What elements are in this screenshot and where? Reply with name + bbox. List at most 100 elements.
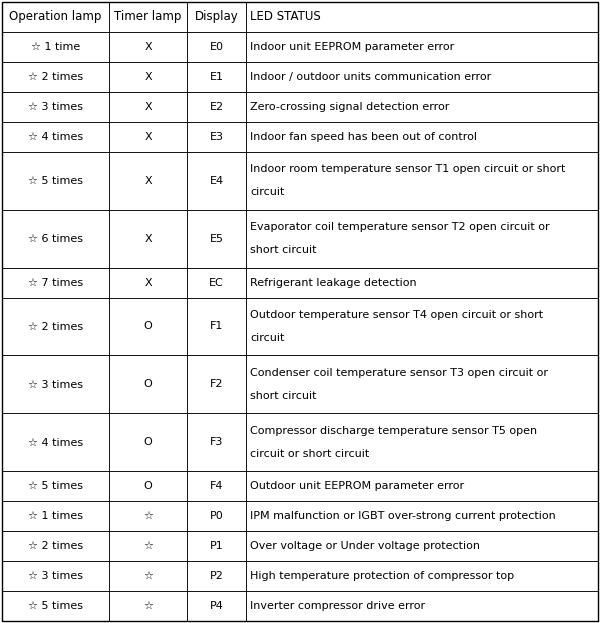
Text: Operation lamp: Operation lamp [10,11,102,24]
Text: X: X [144,234,152,244]
Bar [247,413,598,471]
Text: Indoor room temperature sensor T1 open circuit or short: Indoor room temperature sensor T1 open c… [250,164,566,174]
Bar [2,62,109,92]
Text: ☆ 6 times: ☆ 6 times [28,234,83,244]
Bar [2,122,109,152]
Bar [2,471,109,501]
Text: ☆ 2 times: ☆ 2 times [28,321,83,331]
Text: O: O [143,379,152,389]
Text: Inverter compressor drive error: Inverter compressor drive error [250,601,425,611]
Text: P1: P1 [209,541,223,551]
Bar [109,32,187,62]
Text: ☆ 2 times: ☆ 2 times [28,541,83,551]
Bar [187,591,247,621]
Bar [109,531,187,561]
Text: Outdoor unit EEPROM parameter error: Outdoor unit EEPROM parameter error [250,481,464,491]
Text: P2: P2 [209,571,223,581]
Text: ☆ 5 times: ☆ 5 times [28,481,83,491]
Text: Indoor fan speed has been out of control: Indoor fan speed has been out of control [250,132,478,142]
Bar [187,210,247,267]
Bar [2,152,109,210]
Text: E5: E5 [209,234,224,244]
Bar [187,62,247,92]
Bar [2,32,109,62]
Text: Zero-crossing signal detection error: Zero-crossing signal detection error [250,102,450,112]
Bar [247,62,598,92]
Text: ☆ 4 times: ☆ 4 times [28,132,83,142]
Bar [247,210,598,267]
Bar [247,501,598,531]
Bar [187,122,247,152]
Text: ☆ 3 times: ☆ 3 times [28,571,83,581]
Bar [109,92,187,122]
Bar [247,267,598,298]
Text: X: X [144,132,152,142]
Text: X: X [144,278,152,288]
Text: ☆ 5 times: ☆ 5 times [28,176,83,186]
Bar [2,531,109,561]
Bar [2,356,109,413]
Text: Indoor unit EEPROM parameter error: Indoor unit EEPROM parameter error [250,42,455,52]
Bar [187,92,247,122]
Text: Display: Display [194,11,238,24]
Bar [187,152,247,210]
Text: LED STATUS: LED STATUS [250,11,321,24]
Bar [2,413,109,471]
Bar [187,267,247,298]
Bar [247,2,598,32]
Text: Over voltage or Under voltage protection: Over voltage or Under voltage protection [250,541,481,551]
Text: F4: F4 [210,481,223,491]
Text: F1: F1 [210,321,223,331]
Bar [109,413,187,471]
Text: ☆ 1 time: ☆ 1 time [31,42,80,52]
Bar [247,471,598,501]
Text: P0: P0 [209,511,223,521]
Text: IPM malfunction or IGBT over-strong current protection: IPM malfunction or IGBT over-strong curr… [250,511,556,521]
Text: ☆: ☆ [143,541,153,551]
Bar [247,298,598,356]
Text: Outdoor temperature sensor T4 open circuit or short: Outdoor temperature sensor T4 open circu… [250,310,544,320]
Text: E2: E2 [209,102,224,112]
Text: ☆ 3 times: ☆ 3 times [28,379,83,389]
Bar [109,122,187,152]
Text: ☆: ☆ [143,571,153,581]
Bar [2,92,109,122]
Bar [247,356,598,413]
Bar [247,152,598,210]
Text: ☆ 7 times: ☆ 7 times [28,278,83,288]
Text: Condenser coil temperature sensor T3 open circuit or: Condenser coil temperature sensor T3 ope… [250,368,548,378]
Text: short circuit: short circuit [250,245,317,255]
Text: Evaporator coil temperature sensor T2 open circuit or: Evaporator coil temperature sensor T2 op… [250,222,550,232]
Text: E0: E0 [209,42,224,52]
Bar [187,413,247,471]
Bar [2,267,109,298]
Bar [187,2,247,32]
Bar [2,298,109,356]
Bar [109,2,187,32]
Text: ☆ 4 times: ☆ 4 times [28,437,83,447]
Text: Timer lamp: Timer lamp [115,11,182,24]
Bar [247,561,598,591]
Bar [109,591,187,621]
Text: O: O [143,321,152,331]
Bar [247,591,598,621]
Text: X: X [144,72,152,82]
Text: E4: E4 [209,176,224,186]
Bar [187,531,247,561]
Text: O: O [143,437,152,447]
Text: X: X [144,176,152,186]
Bar [109,561,187,591]
Text: E1: E1 [209,72,224,82]
Text: short circuit: short circuit [250,391,317,401]
Bar [109,356,187,413]
Bar [109,298,187,356]
Text: ☆ 2 times: ☆ 2 times [28,72,83,82]
Text: X: X [144,102,152,112]
Text: Refrigerant leakage detection: Refrigerant leakage detection [250,278,417,288]
Text: F2: F2 [210,379,223,389]
Bar [2,210,109,267]
Bar [187,501,247,531]
Bar [109,501,187,531]
Bar [109,152,187,210]
Bar [247,122,598,152]
